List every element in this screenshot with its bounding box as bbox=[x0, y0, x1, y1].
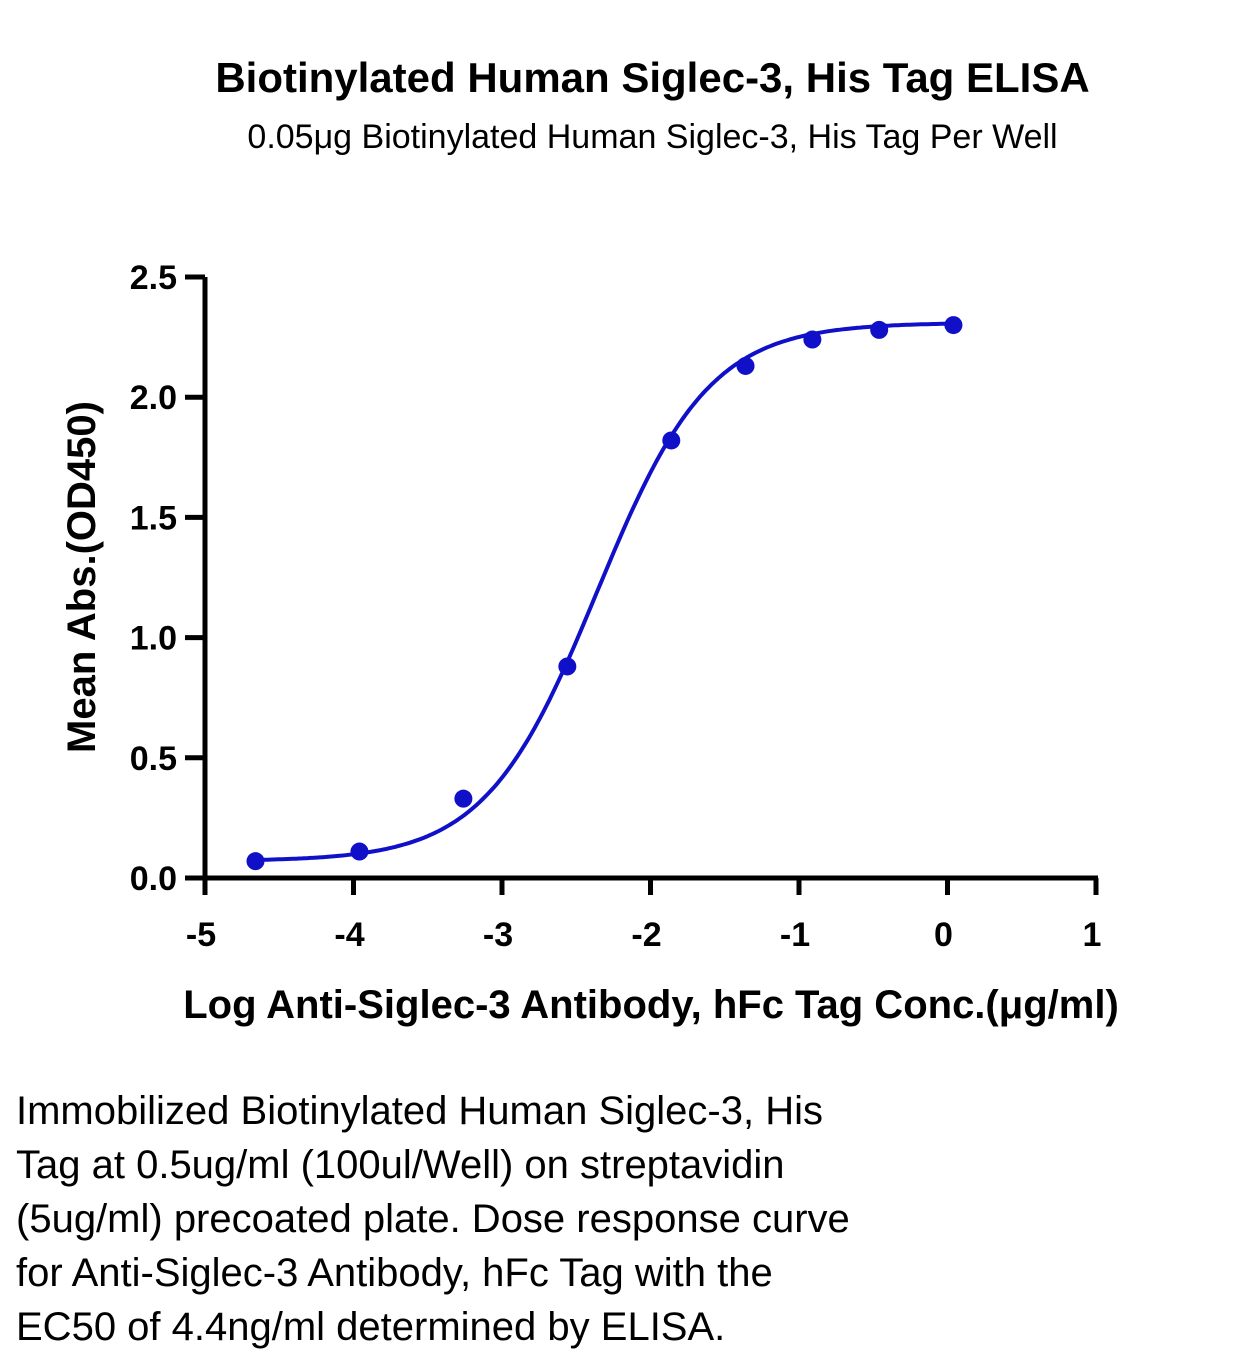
y-tick-label: 2.0 bbox=[130, 379, 177, 417]
x-tick-label: -3 bbox=[483, 916, 513, 954]
y-tick-label: 2.5 bbox=[130, 259, 177, 297]
data-point bbox=[736, 356, 755, 375]
x-tick-label: -4 bbox=[334, 916, 364, 954]
fit-curve bbox=[255, 321, 954, 862]
x-tick-label: -2 bbox=[631, 916, 661, 954]
data-point bbox=[246, 852, 265, 871]
y-axis-title: Mean Abs.(OD450) bbox=[60, 401, 104, 753]
chart-title: Biotinylated Human Siglec-3, His Tag ELI… bbox=[215, 54, 1090, 101]
x-tick-label: -1 bbox=[780, 916, 810, 954]
data-point bbox=[558, 657, 577, 676]
y-ticks: 0.0 0.5 1.0 1.5 2.0 2.5 bbox=[130, 259, 205, 898]
data-points bbox=[246, 316, 963, 871]
caption-text: Immobilized Biotinylated Human Siglec-3,… bbox=[16, 1089, 850, 1349]
y-tick-label: 1.5 bbox=[130, 499, 177, 537]
data-point bbox=[944, 316, 963, 335]
elisa-chart: 0.0 0.5 1.0 1.5 2.0 2.5 -5 -4 -3 -2 -1 0 1 Log Anti… bbox=[60, 259, 1119, 1027]
y-tick-label: 1.0 bbox=[130, 620, 177, 658]
y-tick-label: 0.0 bbox=[130, 860, 177, 898]
data-point bbox=[870, 320, 889, 339]
data-point bbox=[350, 842, 369, 861]
data-point bbox=[803, 330, 822, 349]
x-axis-title: Log Anti-Siglec-3 Antibody, hFc Tag Conc… bbox=[183, 983, 1119, 1027]
x-tick-label: 1 bbox=[1083, 916, 1102, 954]
x-tick-label: 0 bbox=[934, 916, 953, 954]
x-tick-label: -5 bbox=[186, 916, 216, 954]
data-point bbox=[662, 431, 681, 450]
y-axis: 0.0 0.5 1.0 1.5 2.0 2.5 bbox=[130, 259, 208, 898]
x-axis: -5 -4 -3 -2 -1 0 1 bbox=[186, 875, 1102, 954]
chart-subtitle: 0.05μg Biotinylated Human Siglec-3, His … bbox=[247, 118, 1058, 156]
data-point bbox=[454, 789, 473, 808]
x-ticks: -5 -4 -3 -2 -1 0 1 bbox=[186, 878, 1102, 954]
y-tick-label: 0.5 bbox=[130, 740, 177, 778]
